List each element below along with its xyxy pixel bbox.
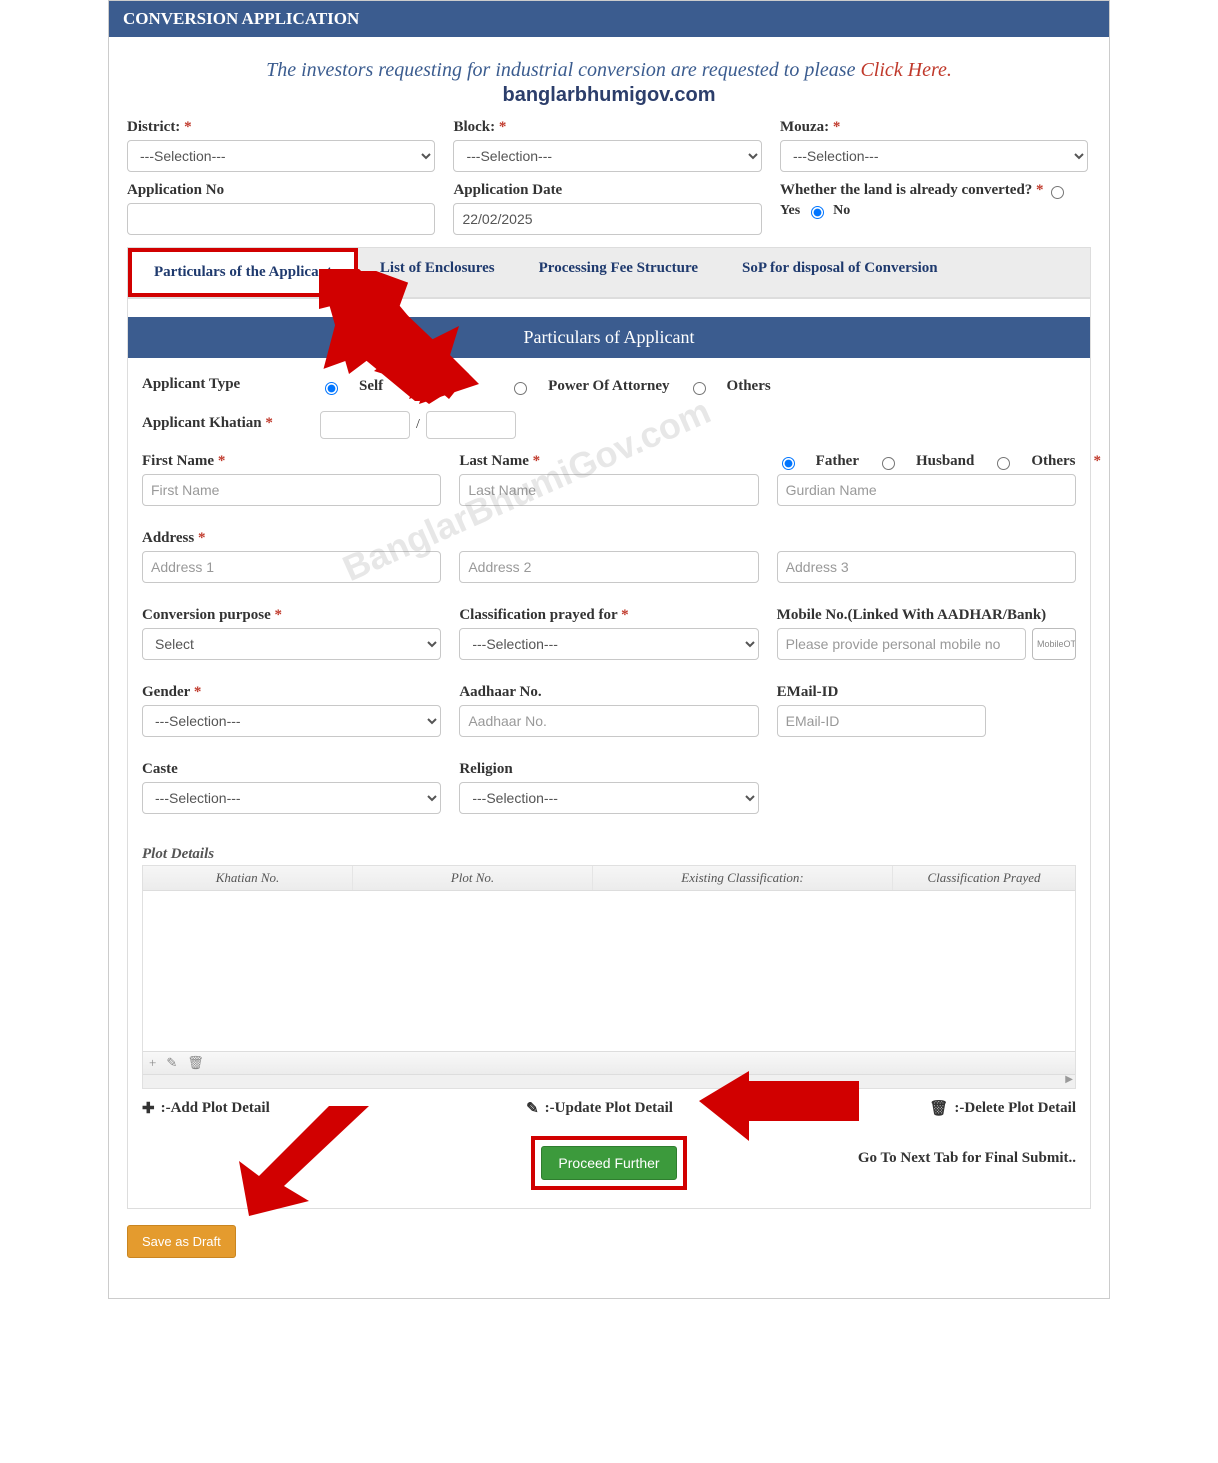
appdate-input[interactable] xyxy=(453,203,761,235)
address1-input[interactable] xyxy=(142,551,441,583)
khatian-sep: / xyxy=(416,417,420,433)
save-draft-button[interactable]: Save as Draft xyxy=(127,1225,236,1258)
apptype-others-radio[interactable] xyxy=(693,382,706,395)
plot-actions: ✚ :-Add Plot Detail ✎ :-Update Plot Deta… xyxy=(128,1089,1090,1118)
email-label: EMail-ID xyxy=(777,684,1076,701)
address-label: Address * xyxy=(142,530,441,547)
panel-title: Particulars of Applicant xyxy=(128,317,1090,358)
grid-add-icon[interactable]: + xyxy=(149,1055,156,1071)
apptype-poa-radio[interactable] xyxy=(514,382,527,395)
col-khatian: Khatian No. xyxy=(143,866,353,890)
firstname-input[interactable] xyxy=(142,474,441,506)
page-header: CONVERSION APPLICATION xyxy=(109,1,1109,37)
tabs-bar: Particulars of the Applicant List of Enc… xyxy=(127,247,1091,298)
appno-label: Application No xyxy=(127,182,435,199)
apptype-others-label: Others xyxy=(727,378,771,395)
goto-next-label: Go To Next Tab for Final Submit.. xyxy=(858,1150,1076,1167)
lastname-label: Last Name * xyxy=(459,453,758,470)
block-select[interactable]: ---Selection--- xyxy=(453,140,761,172)
apptype-poa-label: Power Of Attorney xyxy=(548,378,669,395)
guardian-father-label: Father xyxy=(816,453,859,470)
caste-label: Caste xyxy=(142,761,441,778)
applicant-panel: Particulars of Applicant BanglarBhumiGov… xyxy=(127,298,1091,1209)
khatian-input-2[interactable] xyxy=(426,411,516,439)
khatian-label: Applicant Khatian * xyxy=(142,415,302,432)
mobile-input[interactable] xyxy=(777,628,1026,660)
notice-prefix: The investors requesting for industrial … xyxy=(266,59,860,81)
guardian-input[interactable] xyxy=(777,474,1076,506)
grid-toolbar: + ✎ 🗑 xyxy=(143,1051,1075,1074)
guardian-others-label: Others xyxy=(1031,453,1075,470)
classification-select[interactable]: ---Selection--- xyxy=(459,628,758,660)
col-existing: Existing Classification: xyxy=(593,866,893,890)
tab-fees[interactable]: Processing Fee Structure xyxy=(517,248,720,297)
religion-select[interactable]: ---Selection--- xyxy=(459,782,758,814)
grid-delete-icon[interactable]: 🗑 xyxy=(187,1055,204,1071)
converted-no-radio[interactable] xyxy=(811,206,824,219)
religion-label: Religion xyxy=(459,761,758,778)
mouza-label: Mouza: * xyxy=(780,119,1088,136)
proceed-highlight: Proceed Further xyxy=(531,1136,686,1190)
tab-enclosures[interactable]: List of Enclosures xyxy=(358,248,517,297)
grid-edit-icon[interactable]: ✎ xyxy=(166,1055,177,1071)
aadhaar-input[interactable] xyxy=(459,705,758,737)
guardian-husband-radio[interactable] xyxy=(882,457,895,470)
add-plot-action[interactable]: ✚ :-Add Plot Detail xyxy=(142,1099,270,1118)
grid-scrollbar[interactable] xyxy=(143,1074,1075,1088)
watermark-top: banglarbhumigov.com xyxy=(109,84,1109,107)
guardian-husband-label: Husband xyxy=(916,453,974,470)
apptype-self-label: Self xyxy=(359,378,383,395)
converted-yes-radio[interactable] xyxy=(1051,186,1064,199)
click-here-link[interactable]: Click Here. xyxy=(860,59,951,81)
appdate-label: Application Date xyxy=(453,182,761,199)
plot-details-label: Plot Details xyxy=(128,846,1090,863)
grid-header: Khatian No. Plot No. Existing Classifica… xyxy=(143,866,1075,891)
notice-text: The investors requesting for industrial … xyxy=(109,59,1109,82)
apptype-label: Applicant Type xyxy=(142,376,302,393)
appno-input[interactable] xyxy=(127,203,435,235)
converted-no-label: No xyxy=(833,203,850,219)
col-prayed: Classification Prayed xyxy=(893,866,1075,890)
district-label: District: * xyxy=(127,119,435,136)
purpose-label: Conversion purpose * xyxy=(142,607,441,624)
lastname-input[interactable] xyxy=(459,474,758,506)
col-plot: Plot No. xyxy=(353,866,593,890)
grid-body xyxy=(143,891,1075,1051)
address3-input[interactable] xyxy=(777,551,1076,583)
email-input[interactable] xyxy=(777,705,987,737)
classification-label: Classification prayed for * xyxy=(459,607,758,624)
block-label: Block: * xyxy=(453,119,761,136)
guardian-others-radio[interactable] xyxy=(997,457,1010,470)
gender-select[interactable]: ---Selection--- xyxy=(142,705,441,737)
proceed-button[interactable]: Proceed Further xyxy=(541,1146,676,1180)
converted-yes-label: Yes xyxy=(780,203,800,219)
apptype-self-radio[interactable] xyxy=(325,382,338,395)
khatian-input-1[interactable] xyxy=(320,411,410,439)
converted-label: Whether the land is already converted? * xyxy=(780,182,1088,199)
firstname-label: First Name * xyxy=(142,453,441,470)
mobile-label: Mobile No.(Linked With AADHAR/Bank) xyxy=(777,607,1076,624)
tab-particulars[interactable]: Particulars of the Applicant xyxy=(128,248,358,297)
mouza-select[interactable]: ---Selection--- xyxy=(780,140,1088,172)
delete-plot-action[interactable]: 🗑 :-Delete Plot Detail xyxy=(929,1099,1076,1118)
mobile-otp-button[interactable]: MobileOTP xyxy=(1032,628,1076,660)
address2-input[interactable] xyxy=(459,551,758,583)
tab-sop[interactable]: SoP for disposal of Conversion xyxy=(720,248,960,297)
caste-select[interactable]: ---Selection--- xyxy=(142,782,441,814)
gender-label: Gender * xyxy=(142,684,441,701)
aadhaar-label: Aadhaar No. xyxy=(459,684,758,701)
update-plot-action[interactable]: ✎ :-Update Plot Detail xyxy=(526,1099,673,1118)
district-select[interactable]: ---Selection--- xyxy=(127,140,435,172)
plot-grid: Khatian No. Plot No. Existing Classifica… xyxy=(142,865,1076,1089)
guardian-father-radio[interactable] xyxy=(782,457,795,470)
purpose-select[interactable]: Select xyxy=(142,628,441,660)
